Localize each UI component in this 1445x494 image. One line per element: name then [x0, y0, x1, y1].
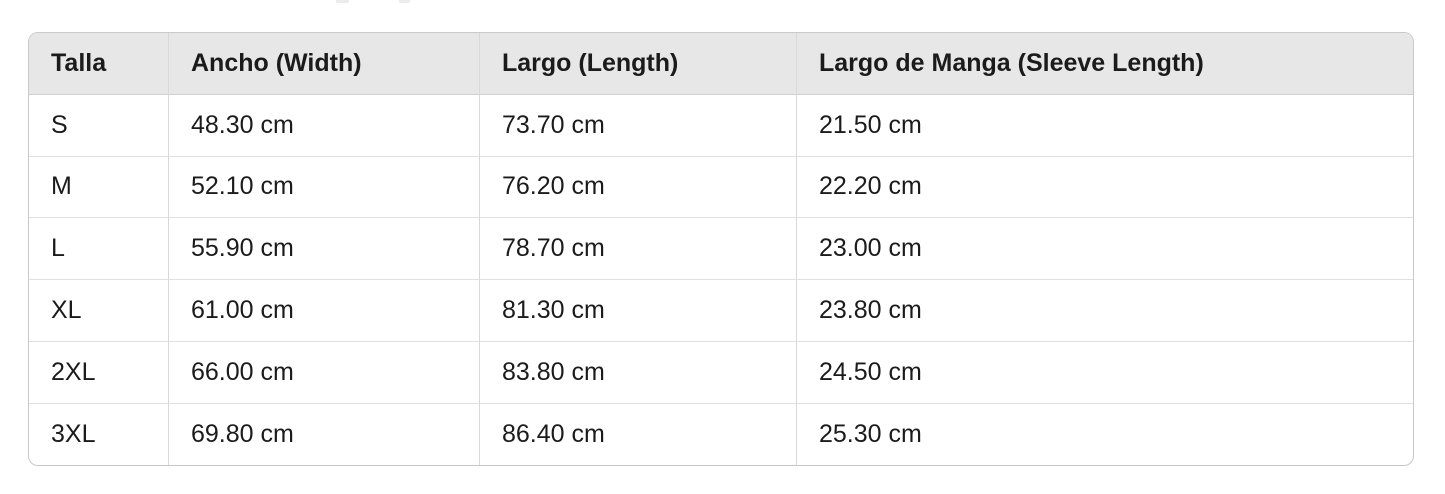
cell-width: 66.00 cm [169, 341, 480, 404]
cell-sleeve: 25.30 cm [819, 420, 922, 449]
cell-length: 83.80 cm [480, 341, 797, 404]
cell-sleeve: 22.20 cm [797, 157, 1413, 219]
cell-width: 55.90 cm [169, 218, 480, 281]
cell-sleeve: 21.50 cm [797, 95, 1413, 157]
cell-width: 61.00 cm [169, 280, 480, 342]
cell-length: 76.20 cm [480, 156, 797, 219]
cell-sleeve: 23.80 cm [797, 280, 1413, 342]
cell-width: 52.10 cm [169, 156, 480, 219]
cell-length: 78.70 cm [480, 218, 797, 281]
column-header-talla: Talla [29, 33, 169, 95]
cell-size: 3XL [29, 403, 169, 465]
cell-width: 48.30 cm [169, 94, 480, 157]
cell-size: M [29, 156, 169, 219]
cropped-content-remnant [336, 0, 349, 3]
cell-length: 81.30 cm [480, 280, 797, 342]
cell-size: XL [29, 280, 169, 342]
cell-length: 73.70 cm [480, 94, 797, 157]
column-header-largo: Largo (Length) [480, 33, 797, 95]
cropped-content-remnant [399, 0, 410, 3]
size-table: Talla Ancho (Width) Largo (Length) Largo… [28, 32, 1414, 466]
cell-width: 69.80 cm [169, 403, 480, 465]
cell-size: L [29, 218, 169, 281]
column-header-ancho: Ancho (Width) [169, 33, 480, 95]
cell-sleeve: 24.50 cm [797, 342, 1413, 404]
cell-sleeve: 23.00 cm [797, 218, 1413, 281]
cell-size: 2XL [29, 341, 169, 404]
cell-size: S [29, 94, 169, 157]
column-header-manga: Largo de Manga (Sleeve Length) [797, 33, 1413, 95]
cell-length: 86.40 cm [480, 403, 797, 465]
